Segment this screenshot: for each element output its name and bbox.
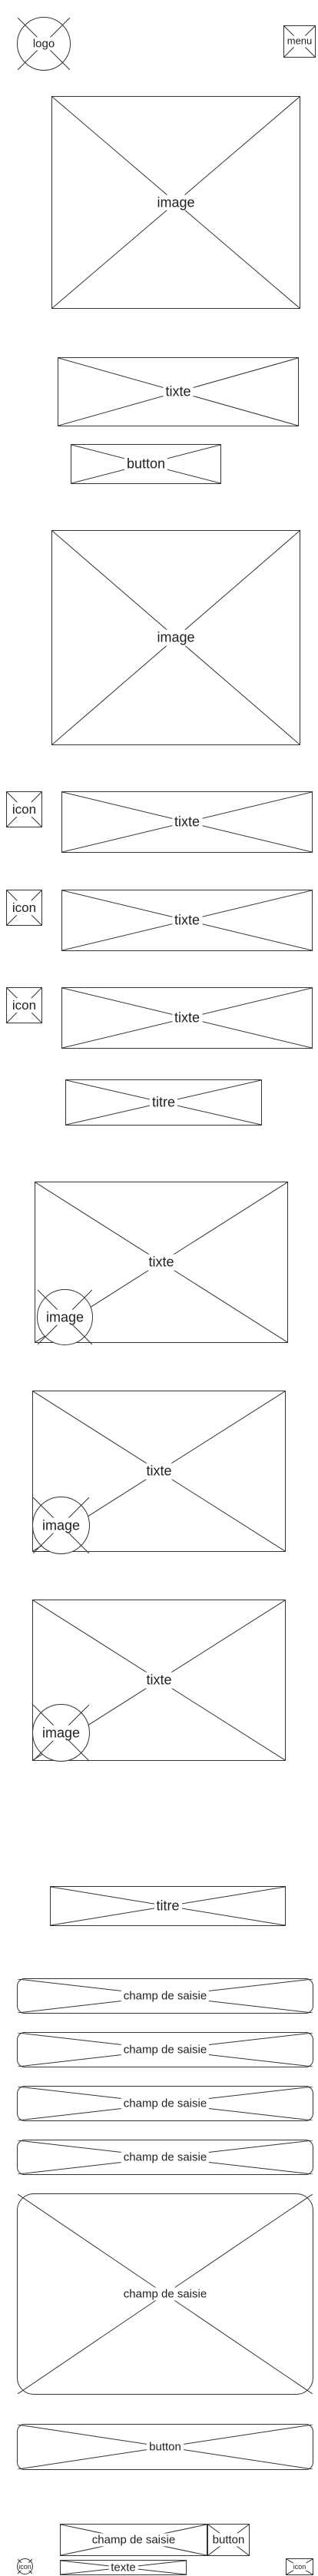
form-title: titre [50,1886,286,1926]
list-text-label: tixte [171,814,203,830]
hero-text: tixte [58,357,299,426]
footer-social-icon-label: icon [293,2562,306,2571]
logo-label: logo [30,37,58,51]
footer-link-icon: icon [17,2558,33,2574]
menu-button[interactable]: menu [283,25,316,58]
card-avatar-image: image [37,1289,93,1345]
text-input-placeholder: champ de saisie [121,2043,210,2057]
list-icon-label: icon [11,900,38,916]
card-text-label: tixte [146,1254,177,1271]
newsletter-button[interactable]: button [207,2524,250,2556]
hero-image: image [51,96,300,309]
hero-button[interactable]: button [71,444,221,484]
card-text-label: tixte [144,1672,174,1689]
list-text: tixte [61,987,313,1049]
text-input[interactable]: champ de saisie [17,2140,313,2175]
hero-text-label: tixte [163,383,194,400]
newsletter-input[interactable]: champ de saisie [60,2524,207,2556]
submit-button[interactable]: button [17,2424,313,2470]
text-input[interactable]: champ de saisie [17,2086,313,2121]
card-avatar-image: image [32,1497,90,1554]
card-avatar-label: image [39,1725,83,1741]
list-text-label: tixte [171,912,203,929]
newsletter-input-placeholder: champ de saisie [89,2533,178,2547]
submit-button-label: button [147,2440,184,2454]
list-icon: icon [6,791,42,827]
card-avatar-label: image [39,1517,83,1533]
message-textarea-placeholder: champ de saisie [121,2287,210,2301]
hero-button-label: button [124,456,168,472]
text-input-placeholder: champ de saisie [121,2150,210,2164]
footer-link[interactable]: texte [60,2560,187,2575]
list-text-label: tixte [171,1010,203,1026]
list-icon: icon [6,890,42,926]
section-title-label: titre [149,1094,178,1111]
footer-link-label: texte [108,2561,138,2574]
hero-image-label: image [154,194,197,211]
card-avatar-label: image [43,1309,87,1325]
feature-image-label: image [154,629,197,646]
list-text: tixte [61,890,313,951]
list-icon-label: icon [11,801,38,817]
card-text-label: tixte [144,1463,174,1480]
form-title-label: titre [154,1898,182,1915]
footer-social-icon[interactable]: icon [286,2558,313,2575]
text-input-placeholder: champ de saisie [121,2097,210,2110]
text-input[interactable]: champ de saisie [17,1978,313,2014]
newsletter-button-label: button [211,2533,246,2547]
list-icon-label: icon [11,997,38,1013]
text-input-placeholder: champ de saisie [121,1989,210,2003]
logo[interactable]: logo [17,17,71,71]
feature-image: image [51,530,300,745]
footer-link-icon-label: icon [18,2562,31,2571]
list-icon: icon [6,987,42,1023]
list-text: tixte [61,791,313,853]
section-title: titre [65,1079,262,1126]
menu-label: menu [286,35,313,48]
message-textarea[interactable]: champ de saisie [17,2193,313,2395]
text-input[interactable]: champ de saisie [17,2032,313,2067]
card-avatar-image: image [32,1704,90,1762]
